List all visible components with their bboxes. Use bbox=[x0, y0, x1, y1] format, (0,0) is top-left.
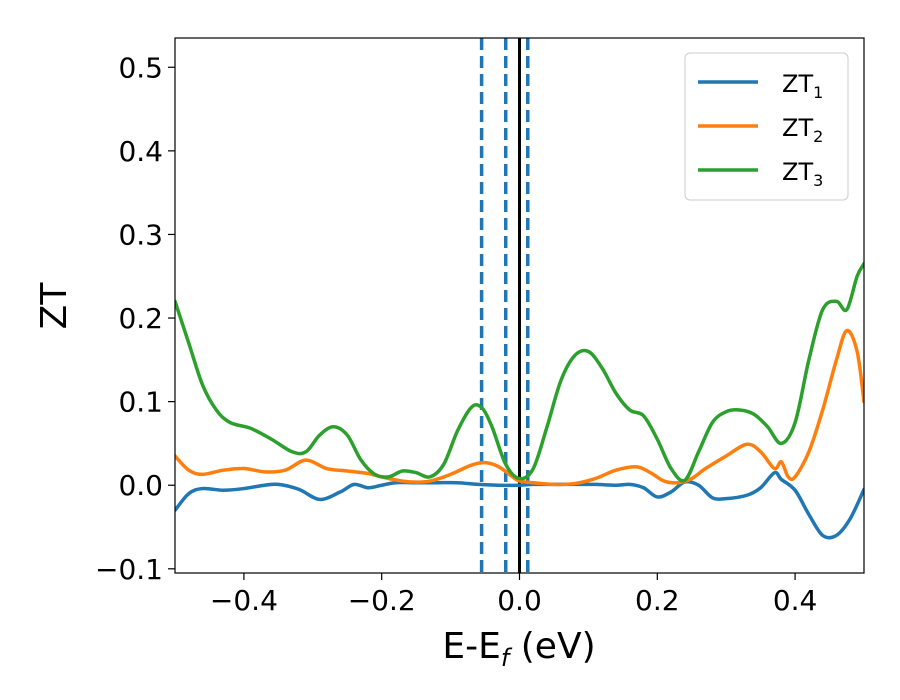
x-tick-label: −0.2 bbox=[348, 584, 416, 617]
legend-label-zt3: ZT3 bbox=[782, 158, 823, 190]
x-axis-ticks: −0.4 −0.2 0.0 0.2 0.4 bbox=[210, 573, 817, 617]
legend-label-zt2: ZT2 bbox=[782, 114, 823, 146]
y-tick-label: 0.3 bbox=[118, 218, 163, 251]
x-tick-label: 0.0 bbox=[497, 584, 542, 617]
y-tick-label: 0.1 bbox=[118, 386, 163, 419]
legend-box bbox=[684, 52, 849, 201]
x-axis-label: E-Ef (eV) bbox=[442, 626, 595, 672]
series-lines bbox=[175, 261, 864, 540]
y-tick-label: −0.1 bbox=[95, 553, 163, 586]
y-tick-label: 0.2 bbox=[118, 302, 163, 335]
series-line-zt2 bbox=[175, 328, 864, 487]
x-tick-label: −0.4 bbox=[210, 584, 278, 617]
legend: ZT1 ZT2 ZT3 bbox=[684, 52, 849, 201]
y-tick-label: 0.0 bbox=[118, 469, 163, 502]
x-tick-label: 0.2 bbox=[635, 584, 680, 617]
series-line-zt3 bbox=[175, 261, 864, 483]
y-tick-label: 0.5 bbox=[118, 51, 163, 84]
y-axis-label: ZT bbox=[34, 282, 75, 330]
y-axis-ticks: −0.1 0.0 0.1 0.2 0.3 0.4 0.5 bbox=[95, 51, 175, 586]
vertical-reference-lines bbox=[479, 38, 530, 573]
y-tick-label: 0.4 bbox=[118, 135, 163, 168]
legend-label-zt1: ZT1 bbox=[782, 70, 823, 102]
x-tick-label: 0.4 bbox=[773, 584, 818, 617]
